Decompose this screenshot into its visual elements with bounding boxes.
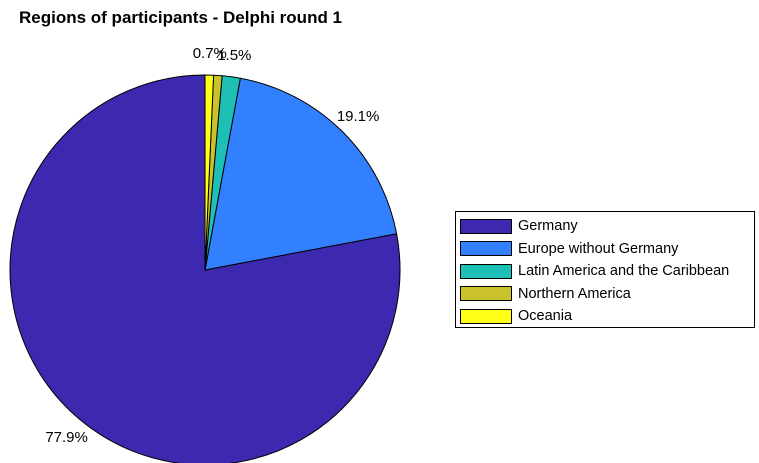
legend-label: Germany bbox=[518, 218, 578, 235]
legend-swatch bbox=[460, 241, 512, 257]
pie-label-europe-without-germany: 19.1% bbox=[337, 108, 380, 125]
legend-label: Oceania bbox=[518, 308, 573, 325]
legend-item-europe-without-germany: Europe without Germany bbox=[460, 238, 754, 261]
pie-slice-europe-without-germany bbox=[204, 77, 398, 271]
pie-slice-germany bbox=[9, 74, 401, 463]
legend-swatch bbox=[460, 263, 512, 279]
legend-swatch bbox=[460, 286, 512, 302]
legend-label: Europe without Germany bbox=[518, 240, 679, 257]
legend-swatch bbox=[460, 308, 512, 324]
legend: Germany Europe without Germany Latin Ameri… bbox=[455, 211, 755, 328]
legend-item-germany: Germany bbox=[460, 215, 754, 238]
pie-slice-oceania bbox=[204, 74, 215, 271]
legend-item-northern-america: Northern America bbox=[460, 283, 754, 306]
legend-label: Northern America bbox=[518, 285, 631, 302]
legend-swatch bbox=[460, 218, 512, 234]
legend-item-oceania: Oceania bbox=[460, 305, 754, 328]
chart-title: Regions of participants - Delphi round 1 bbox=[19, 8, 343, 27]
legend-item-latin-america-and-the-caribbean: Latin America and the Caribbean bbox=[460, 260, 754, 283]
pie-label-latin-america-and-the-caribbean: 1.5% bbox=[217, 47, 251, 64]
legend-label: Latin America and the Caribbean bbox=[518, 263, 730, 280]
pie-label-germany: 77.9% bbox=[45, 429, 88, 446]
pie-label-oceania: 0.7% bbox=[193, 45, 227, 62]
